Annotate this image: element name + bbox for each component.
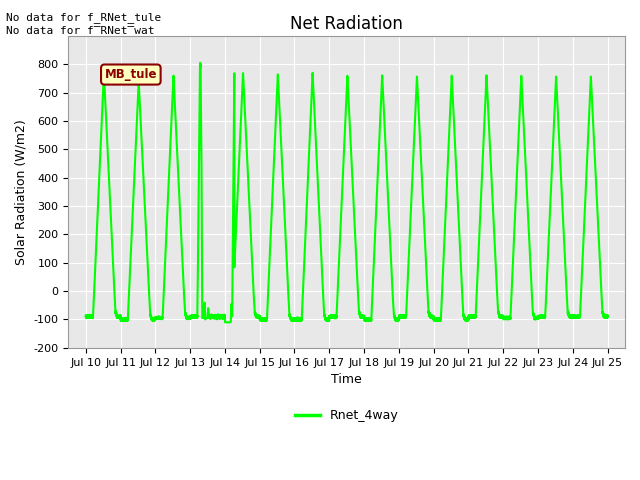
Text: No data for f̅RNet̅wat: No data for f̅RNet̅wat — [6, 26, 155, 36]
Text: No data for f_RNet_tule: No data for f_RNet_tule — [6, 12, 162, 23]
X-axis label: Time: Time — [332, 373, 362, 386]
Y-axis label: Solar Radiation (W/m2): Solar Radiation (W/m2) — [15, 119, 28, 265]
Legend: Rnet_4way: Rnet_4way — [290, 404, 404, 427]
Title: Net Radiation: Net Radiation — [290, 15, 403, 33]
Text: MB_tule: MB_tule — [104, 68, 157, 81]
